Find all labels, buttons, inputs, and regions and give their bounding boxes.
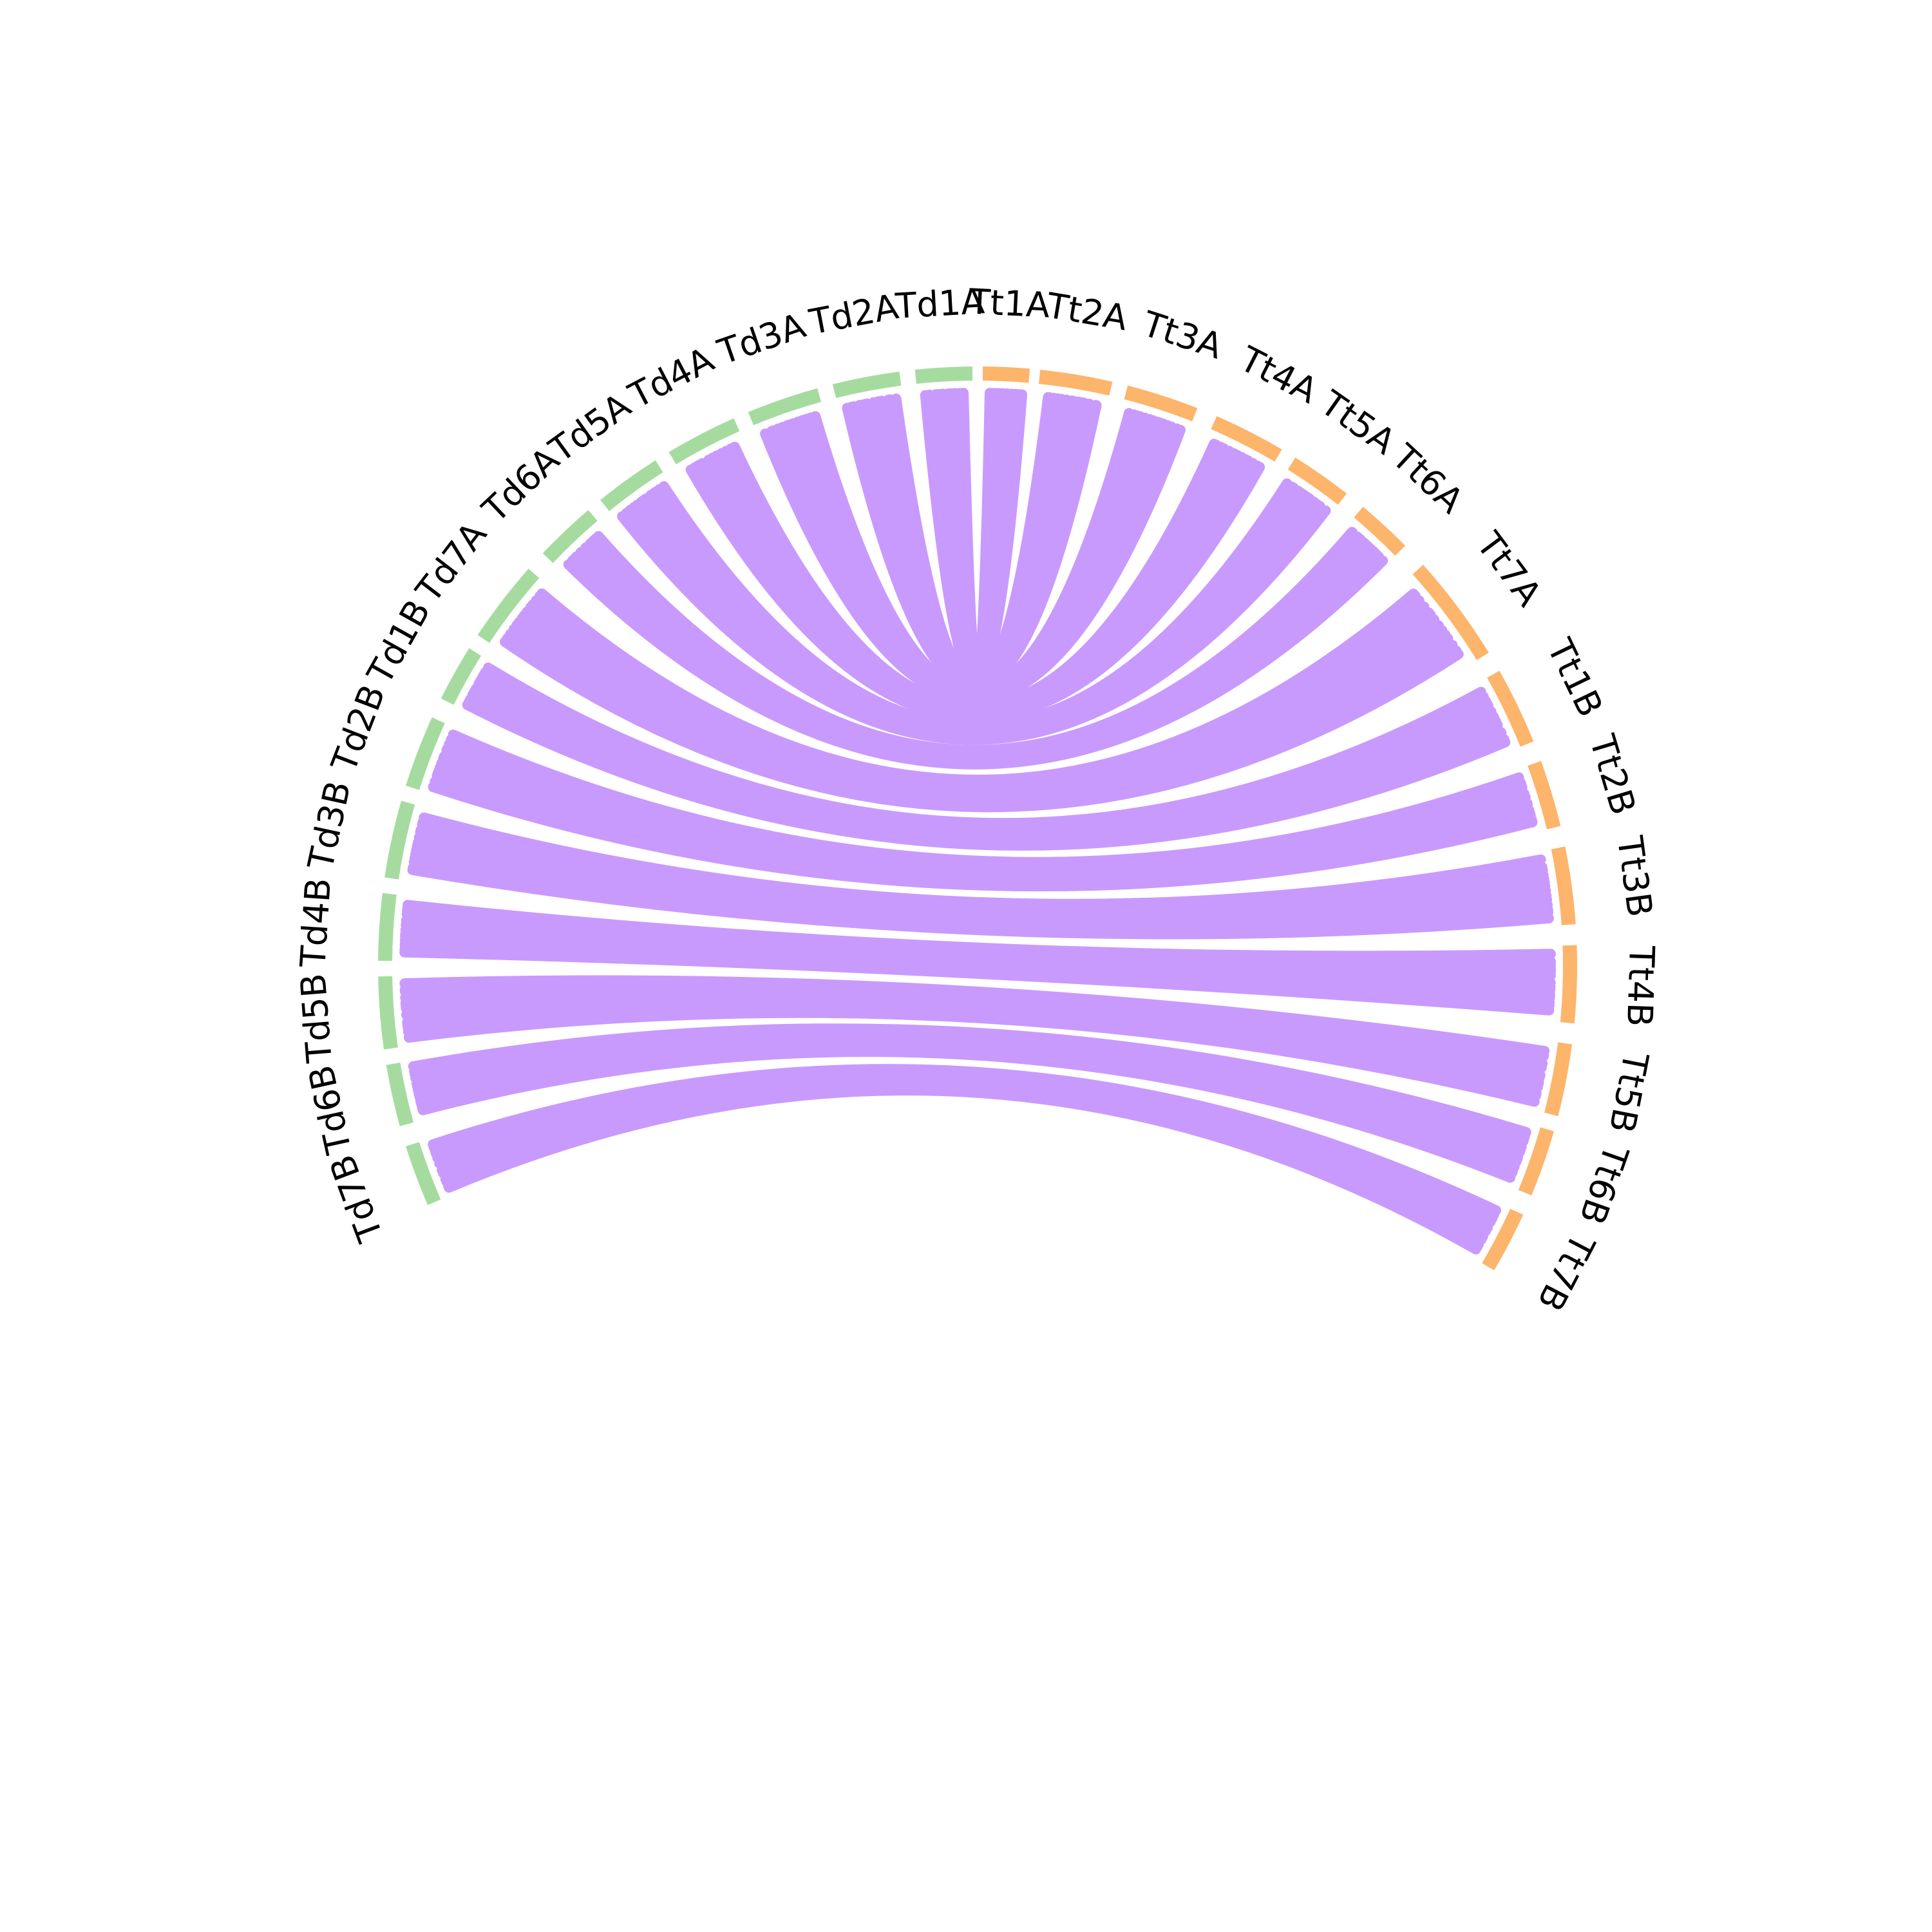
segment-label-td3b: Td3B — [300, 777, 359, 874]
link-td2b-tt2b — [428, 729, 1538, 892]
segment-label-tt1a: Tt1A — [967, 281, 1050, 326]
segment-label-td5b: Td5B — [292, 972, 340, 1065]
segment-arc-td7a — [477, 569, 540, 643]
link-td4a-tt4a — [685, 439, 1265, 723]
link-ribbon — [685, 462, 1265, 723]
link-td7b-tt7b — [428, 1064, 1502, 1255]
link-td5b-tt5b — [399, 975, 1550, 1107]
segment-arc-tt4b — [1560, 945, 1577, 1024]
segment-label-td7b: Td7B — [321, 1150, 391, 1248]
segment-label-td6b: Td6B — [301, 1061, 360, 1158]
link-td4b-tt4b — [399, 900, 1556, 1016]
link-ribbon — [500, 636, 1464, 813]
links-layer — [399, 388, 1556, 1255]
segment-arc-td3a — [748, 388, 822, 426]
segment-arc-tt5a — [1287, 457, 1347, 505]
link-ribbon — [407, 864, 1554, 940]
link-td6b-tt6b — [408, 1023, 1531, 1183]
segment-label-tt2b: Tt2B — [1582, 730, 1644, 819]
segment-arc-td3b — [384, 800, 415, 880]
segment-arc-td2a — [832, 371, 902, 399]
link-td7a-tt7a — [500, 588, 1464, 813]
segment-arc-tt3a — [1124, 385, 1198, 422]
segment-label-td3a: Td3A — [712, 305, 811, 373]
segment-arc-td4a — [668, 418, 740, 464]
link-ribbon — [403, 1007, 1540, 1107]
link-td1b-tt1b — [462, 662, 1511, 851]
segment-arc-td2b — [406, 717, 445, 790]
segment-arc-td1b — [440, 648, 482, 705]
segment-label-tt5a: Tt5A — [1313, 383, 1403, 462]
link-ribbon — [462, 699, 1511, 851]
segment-arc-tt3b — [1551, 846, 1576, 925]
segment-label-tt6b: Tt6B — [1571, 1139, 1636, 1229]
segment-arc-td6a — [542, 510, 598, 564]
segment-arc-td5a — [600, 460, 663, 511]
segment-label-tt5b: Tt5B — [1601, 1048, 1656, 1136]
link-ribbon — [563, 555, 1388, 770]
segment-label-tt3a: Tt3A — [1137, 303, 1227, 367]
segment-arc-tt1a — [982, 366, 1030, 383]
segment-label-td1b: Td1B — [359, 593, 438, 692]
segment-arc-tt4a — [1211, 416, 1282, 462]
segment-arc-td4b — [378, 893, 397, 961]
segment-label-td2b: Td2B — [323, 679, 393, 778]
segment-label-tt4a: Tt4A — [1233, 338, 1324, 412]
segment-label-td2a: Td2A — [806, 286, 902, 343]
link-ribbon — [399, 947, 1555, 1016]
segment-label-tt6a: Tt6A — [1384, 436, 1472, 521]
segment-label-tt7a: Tt7A — [1468, 524, 1549, 614]
segment-arc-tt2b — [1528, 761, 1561, 829]
link-td3a-tt3a — [760, 408, 1186, 705]
segment-label-tt4b: Tt4B — [1619, 945, 1662, 1027]
link-ribbon — [444, 1085, 1481, 1255]
segment-arc-tt7b — [1482, 1208, 1524, 1271]
link-td2a-tt2a — [842, 392, 1102, 692]
link-ribbon — [428, 782, 1538, 892]
link-td3b-tt3b — [407, 812, 1554, 940]
link-ribbon — [760, 424, 1186, 705]
segment-label-tt1b: Tt1B — [1539, 632, 1611, 723]
segment-arc-tt6a — [1354, 506, 1406, 556]
link-ribbon — [617, 505, 1331, 745]
segment-arc-tt6b — [1518, 1127, 1554, 1196]
segment-arc-td6b — [386, 1062, 414, 1126]
segment-label-tt7b: Tt7B — [1530, 1226, 1603, 1317]
link-ribbon — [417, 1046, 1516, 1183]
segment-label-td7a: Td7A — [408, 515, 495, 611]
segment-arcs-layer — [378, 366, 1577, 1271]
segment-arc-td1a — [914, 366, 973, 384]
segment-label-td1a: Td1A — [894, 281, 986, 327]
link-td5a-tt5a — [617, 478, 1331, 745]
segment-arc-tt1b — [1487, 670, 1534, 747]
segment-arc-tt5b — [1544, 1042, 1573, 1117]
segment-label-tt2a: Tt2A — [1043, 285, 1130, 339]
segment-label-td4a: Td4A — [622, 339, 721, 416]
segment-label-tt3b: Tt3B — [1609, 833, 1660, 920]
segment-arc-td7b — [406, 1142, 441, 1206]
segment-arc-tt2a — [1038, 370, 1113, 396]
segment-arc-tt7a — [1412, 565, 1489, 661]
segment-label-td4b: Td4B — [292, 876, 339, 969]
segment-arc-td5b — [378, 976, 398, 1050]
link-td6a-tt6a — [563, 527, 1388, 770]
